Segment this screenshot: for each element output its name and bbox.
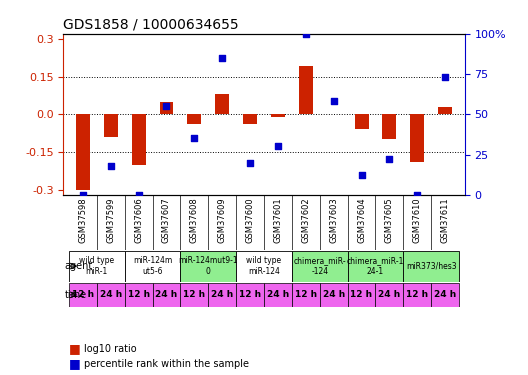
Text: GSM37611: GSM37611 — [441, 198, 450, 243]
Text: 24 h: 24 h — [267, 290, 289, 299]
FancyBboxPatch shape — [403, 283, 431, 307]
FancyBboxPatch shape — [403, 251, 459, 282]
Point — [162, 103, 171, 109]
Text: 12 h: 12 h — [183, 290, 205, 299]
Text: GSM37601: GSM37601 — [274, 198, 282, 243]
Text: GSM37600: GSM37600 — [246, 198, 254, 243]
Point — [357, 172, 366, 178]
FancyBboxPatch shape — [125, 283, 153, 307]
Text: GSM37608: GSM37608 — [190, 198, 199, 243]
FancyBboxPatch shape — [69, 251, 125, 282]
Text: agent: agent — [65, 261, 93, 271]
Text: 12 h: 12 h — [239, 290, 261, 299]
Point — [79, 192, 87, 198]
Point — [218, 55, 227, 61]
Text: wild type
miR-124: wild type miR-124 — [247, 256, 281, 276]
Text: time: time — [65, 290, 87, 300]
Point — [301, 31, 310, 37]
FancyBboxPatch shape — [236, 283, 264, 307]
Text: 12 h: 12 h — [351, 290, 373, 299]
Bar — [187, 114, 201, 125]
Point — [134, 192, 143, 198]
Text: 24 h: 24 h — [100, 290, 122, 299]
Bar — [76, 114, 90, 190]
Text: 12 h: 12 h — [295, 290, 317, 299]
FancyBboxPatch shape — [347, 251, 403, 282]
FancyBboxPatch shape — [320, 283, 347, 307]
Text: GSM37603: GSM37603 — [329, 198, 338, 243]
Bar — [159, 102, 173, 114]
Text: GSM37599: GSM37599 — [106, 198, 115, 243]
Text: 24 h: 24 h — [211, 290, 233, 299]
Text: 24 h: 24 h — [378, 290, 401, 299]
Text: wild type
miR-1: wild type miR-1 — [79, 256, 115, 276]
FancyBboxPatch shape — [69, 283, 97, 307]
Text: ■: ■ — [69, 342, 80, 355]
Bar — [104, 114, 118, 137]
Point — [190, 135, 199, 141]
Text: 12 h: 12 h — [72, 290, 94, 299]
Text: miR373/hes3: miR373/hes3 — [406, 262, 457, 271]
Text: 24 h: 24 h — [323, 290, 345, 299]
Text: ■: ■ — [69, 357, 80, 370]
Text: GSM37610: GSM37610 — [413, 198, 422, 243]
Text: GSM37609: GSM37609 — [218, 198, 227, 243]
Text: GSM37604: GSM37604 — [357, 198, 366, 243]
Bar — [243, 114, 257, 125]
Text: 12 h: 12 h — [128, 290, 149, 299]
Bar — [382, 114, 397, 140]
Bar — [355, 114, 369, 129]
Text: GSM37607: GSM37607 — [162, 198, 171, 243]
Bar — [131, 114, 146, 165]
Point — [107, 163, 115, 169]
FancyBboxPatch shape — [236, 251, 292, 282]
Point — [441, 74, 449, 80]
FancyBboxPatch shape — [97, 283, 125, 307]
Text: 24 h: 24 h — [155, 290, 177, 299]
Point — [274, 144, 282, 150]
Point — [246, 160, 254, 166]
FancyBboxPatch shape — [153, 283, 181, 307]
Text: 24 h: 24 h — [434, 290, 456, 299]
Text: chimera_miR-1
24-1: chimera_miR-1 24-1 — [347, 256, 404, 276]
Text: log10 ratio: log10 ratio — [84, 344, 137, 354]
Bar — [215, 94, 229, 114]
Text: GDS1858 / 10000634655: GDS1858 / 10000634655 — [63, 17, 239, 31]
Text: GSM37605: GSM37605 — [385, 198, 394, 243]
FancyBboxPatch shape — [181, 283, 208, 307]
FancyBboxPatch shape — [208, 283, 236, 307]
Text: 12 h: 12 h — [406, 290, 428, 299]
Bar — [438, 107, 452, 114]
Bar — [271, 114, 285, 117]
FancyBboxPatch shape — [347, 283, 375, 307]
Text: GSM37606: GSM37606 — [134, 198, 143, 243]
Text: miR-124m
ut5-6: miR-124m ut5-6 — [133, 256, 172, 276]
FancyBboxPatch shape — [264, 283, 292, 307]
FancyBboxPatch shape — [431, 283, 459, 307]
FancyBboxPatch shape — [292, 251, 347, 282]
Text: GSM37598: GSM37598 — [78, 198, 87, 243]
Bar — [299, 66, 313, 114]
Text: chimera_miR-
-124: chimera_miR- -124 — [294, 256, 346, 276]
FancyBboxPatch shape — [181, 251, 236, 282]
Text: GSM37602: GSM37602 — [301, 198, 310, 243]
Point — [385, 156, 394, 162]
Text: percentile rank within the sample: percentile rank within the sample — [84, 359, 250, 369]
FancyBboxPatch shape — [125, 251, 181, 282]
Point — [329, 98, 338, 104]
Point — [413, 192, 421, 198]
Bar — [410, 114, 424, 162]
FancyBboxPatch shape — [375, 283, 403, 307]
FancyBboxPatch shape — [292, 283, 320, 307]
Text: miR-124mut9-1
0: miR-124mut9-1 0 — [178, 256, 238, 276]
